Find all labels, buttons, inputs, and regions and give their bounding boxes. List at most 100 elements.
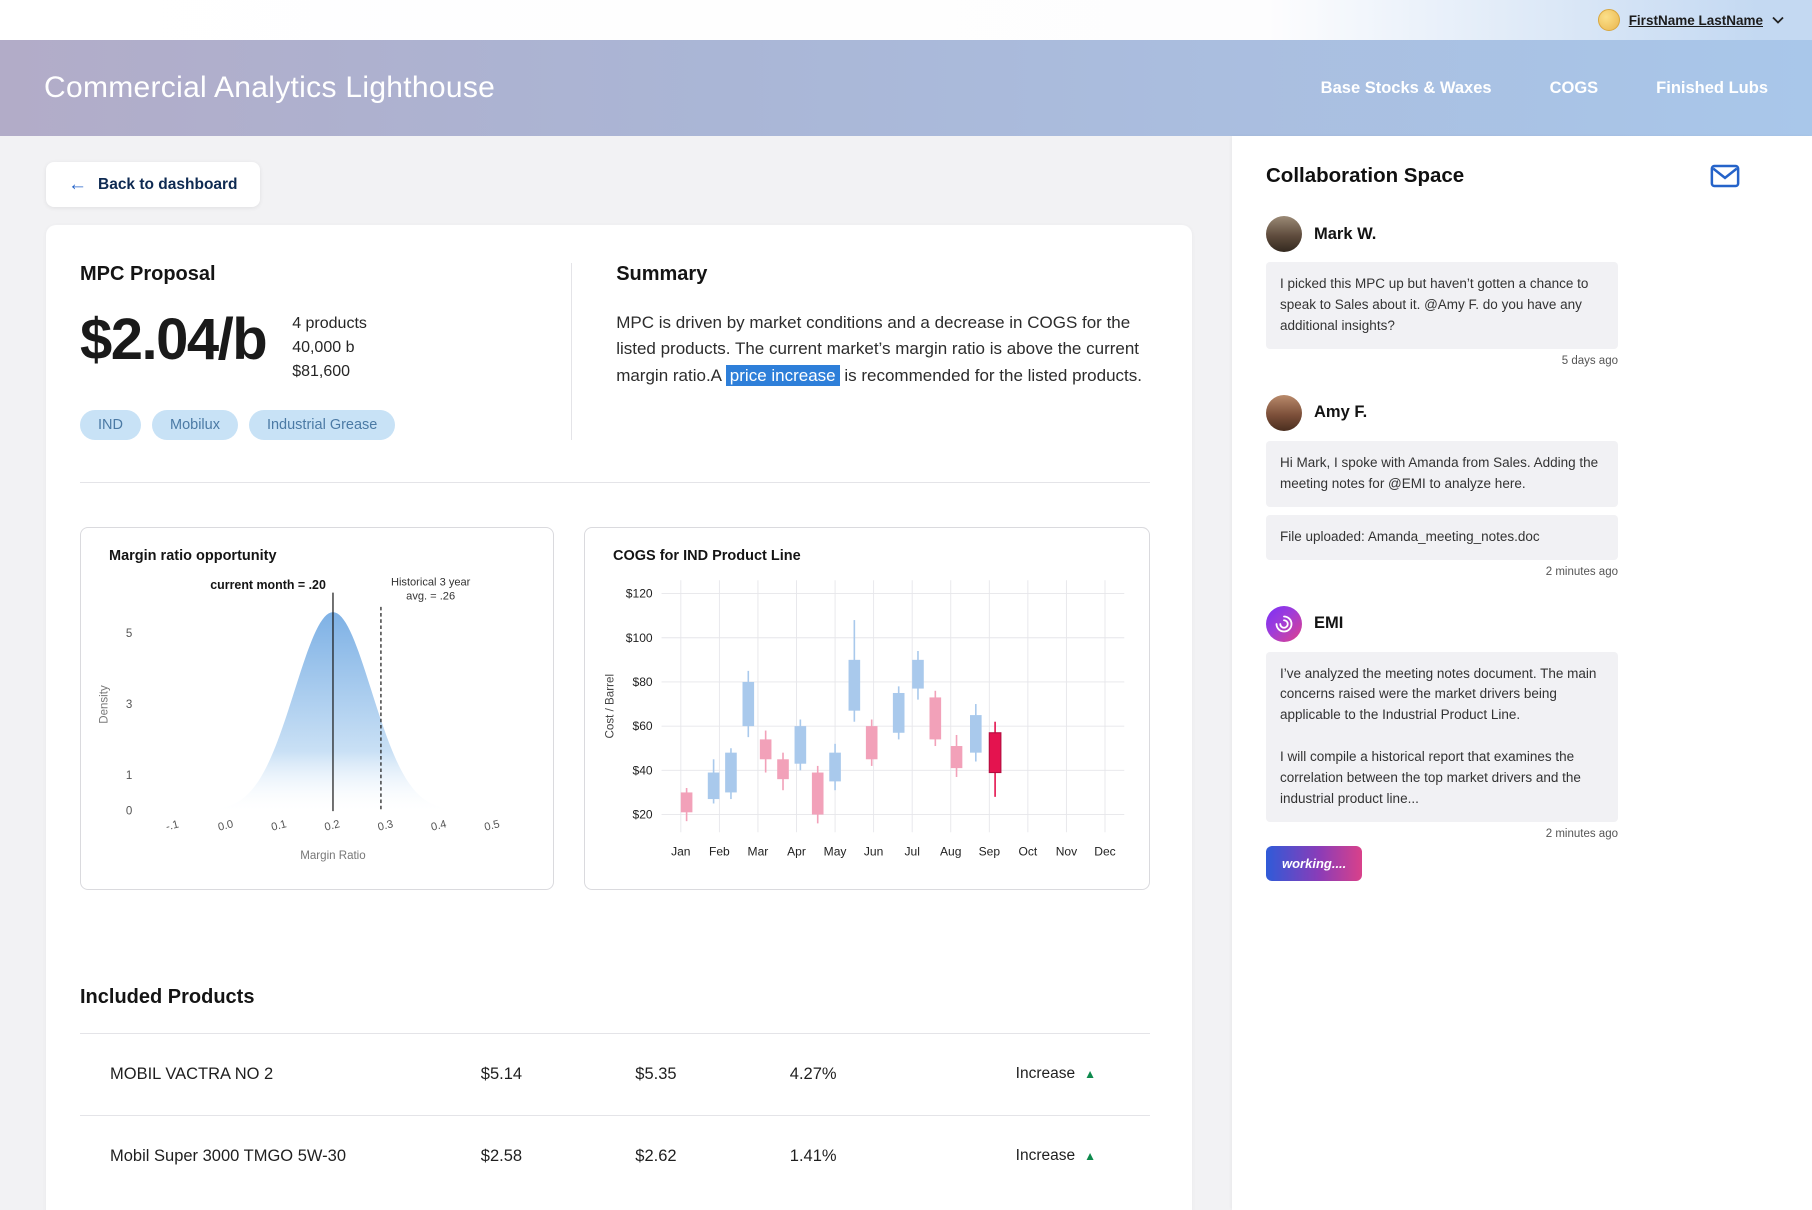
message-amy: Amy F. Hi Mark, I spoke with Amanda from… (1266, 394, 1618, 578)
file-upload-bubble[interactable]: File uploaded: Amanda_meeting_notes.doc (1266, 514, 1618, 560)
topbar: FirstName LastName (0, 0, 1812, 40)
proposal-tags: IND Mobilux Industrial Grease (80, 410, 531, 440)
svg-text:Jan: Jan (671, 844, 690, 858)
stat-products: 4 products (292, 315, 367, 332)
table-row: MOBIL VACTRA NO 2 $5.14 $5.35 4.27% Incr… (80, 1032, 1150, 1115)
svg-text:avg. = .26: avg. = .26 (406, 591, 455, 603)
cogs-chart-card: COGS for IND Product Line Jan Feb Mar Apr Ma… (584, 527, 1150, 890)
mail-icon[interactable] (1710, 164, 1740, 188)
product-proposed-price: $5.35 (635, 1064, 677, 1083)
content-area: ← Back to dashboard MPC Proposal $2.04/b… (0, 136, 1812, 1210)
svg-text:$20: $20 (632, 808, 652, 822)
stat-value: $81,600 (292, 363, 351, 380)
svg-text:$100: $100 (626, 631, 653, 645)
product-change-pct: 1.41% (789, 1146, 837, 1165)
tag-ind: IND (80, 410, 141, 440)
direction-label: Increase (1015, 1065, 1076, 1083)
svg-text:$40: $40 (632, 763, 652, 777)
back-to-dashboard-button[interactable]: ← Back to dashboard (46, 162, 260, 207)
svg-text:$60: $60 (632, 719, 652, 733)
summary-text: MPC is driven by market conditions and a… (616, 310, 1150, 389)
avatar-amy (1266, 394, 1302, 431)
app-header: Commercial Analytics Lighthouse Base Sto… (0, 40, 1812, 136)
proposal-title: MPC Proposal (80, 263, 216, 285)
svg-text:0.2: 0.2 (323, 818, 341, 833)
proposal-summary-section: MPC Proposal $2.04/b 4 products 40,000 b… (80, 263, 1150, 483)
author-name: Mark W. (1314, 224, 1377, 243)
summary-text-after: is recommended for the listed products. (839, 365, 1142, 385)
svg-text:Density: Density (98, 685, 110, 724)
margin-ratio-chart-card: Margin ratio opportunity 0 1 3 5 -.1 0.0 0.1 0.… (80, 527, 554, 890)
product-name: MOBIL VACTRA NO 2 (110, 1064, 274, 1083)
product-direction: Increase ▲ (965, 1065, 1140, 1083)
svg-text:Jul: Jul (904, 844, 919, 858)
tag-industrial-grease: Industrial Grease (248, 410, 396, 440)
nav-base-stocks-waxes[interactable]: Base Stocks & Waxes (1320, 78, 1492, 97)
cogs-candlestick-chart: Jan Feb Mar Apr May Jun Jul Aug Sep Oct Nov Dec $20 $… (603, 580, 1125, 858)
svg-text:0.4: 0.4 (430, 818, 448, 833)
avatar-emi (1266, 605, 1302, 642)
sidebar-header: Collaboration Space (1266, 164, 1776, 188)
mpc-proposal-section: MPC Proposal $2.04/b 4 products 40,000 b… (80, 263, 573, 440)
svg-text:0.1: 0.1 (270, 818, 288, 833)
message-bubble: I picked this MPC up but haven’t gotten … (1266, 262, 1618, 349)
proposal-price: $2.04/b (80, 307, 268, 372)
timestamp: 2 minutes ago (1545, 827, 1618, 840)
svg-text:0.3: 0.3 (377, 818, 395, 833)
product-current-price: $5.14 (480, 1064, 523, 1083)
nav-cogs[interactable]: COGS (1549, 78, 1599, 97)
collaboration-title: Collaboration Space (1266, 164, 1465, 187)
svg-text:May: May (824, 844, 847, 858)
collaboration-sidebar: Collaboration Space Mark W. I picked thi… (1232, 136, 1812, 1210)
spiral-icon (1275, 615, 1293, 632)
message-bubble: I’ve analyzed the meeting notes document… (1266, 651, 1618, 822)
increase-triangle-icon: ▲ (1084, 1149, 1096, 1164)
product-direction: Increase ▲ (965, 1147, 1140, 1165)
product-change-pct: 4.27% (789, 1064, 837, 1083)
svg-text:Historical 3 year: Historical 3 year (391, 577, 471, 589)
svg-text:$80: $80 (632, 675, 652, 689)
tag-mobilux: Mobilux (151, 410, 238, 440)
summary-section: Summary MPC is driven by market conditio… (572, 263, 1150, 440)
back-arrow-icon: ← (68, 174, 87, 195)
message-header: EMI (1266, 605, 1618, 642)
nav-finished-lubs[interactable]: Finished Lubs (1656, 78, 1768, 97)
svg-text:Cost / Barrel: Cost / Barrel (603, 674, 616, 739)
product-name: Mobil Super 3000 TMGO 5W-30 (110, 1146, 346, 1165)
timestamp: 5 days ago (1561, 354, 1618, 367)
svg-text:3: 3 (126, 699, 132, 711)
svg-text:1: 1 (126, 770, 132, 782)
svg-text:-.1: -.1 (165, 819, 180, 834)
charts-row: Margin ratio opportunity 0 1 3 5 -.1 0.0 0.1 0.… (80, 527, 1150, 890)
stat-volume: 40,000 b (292, 339, 355, 356)
svg-text:Feb: Feb (709, 844, 730, 858)
cogs-chart-title: COGS for IND Product Line (613, 548, 801, 564)
app-title: Commercial Analytics Lighthouse (44, 71, 496, 104)
svg-text:Margin Ratio: Margin Ratio (300, 850, 365, 862)
user-name: FirstName LastName (1628, 12, 1763, 28)
included-products-title: Included Products (80, 985, 255, 1008)
svg-text:$120: $120 (626, 587, 653, 601)
svg-text:Dec: Dec (1094, 844, 1115, 858)
proposal-stats: 4 products 40,000 b $81,600 (292, 310, 367, 384)
product-proposed-price: $2.62 (635, 1146, 677, 1165)
mpc-proposal-card: MPC Proposal $2.04/b 4 products 40,000 b… (46, 225, 1192, 1210)
price-row: $2.04/b 4 products 40,000 b $81,600 (80, 307, 531, 384)
message-emi: EMI I’ve analyzed the meeting notes docu… (1266, 605, 1618, 840)
timestamp: 2 minutes ago (1545, 565, 1618, 578)
included-products-table: MOBIL VACTRA NO 2 $5.14 $5.35 4.27% Incr… (80, 1032, 1150, 1197)
chevron-down-icon (1772, 16, 1784, 24)
svg-text:Nov: Nov (1056, 844, 1077, 858)
margin-chart-title: Margin ratio opportunity (109, 548, 277, 564)
user-menu[interactable]: FirstName LastName (1597, 9, 1784, 31)
main-column: ← Back to dashboard MPC Proposal $2.04/b… (0, 136, 1232, 1210)
author-name: Amy F. (1314, 403, 1368, 422)
product-current-price: $2.58 (480, 1146, 523, 1165)
message-header: Amy F. (1266, 394, 1618, 431)
direction-label: Increase (1015, 1147, 1076, 1165)
avatar-mark (1266, 216, 1302, 252)
message-header: Mark W. (1266, 216, 1618, 252)
working-status-badge: working.... (1266, 845, 1363, 881)
svg-text:0.5: 0.5 (483, 818, 501, 833)
